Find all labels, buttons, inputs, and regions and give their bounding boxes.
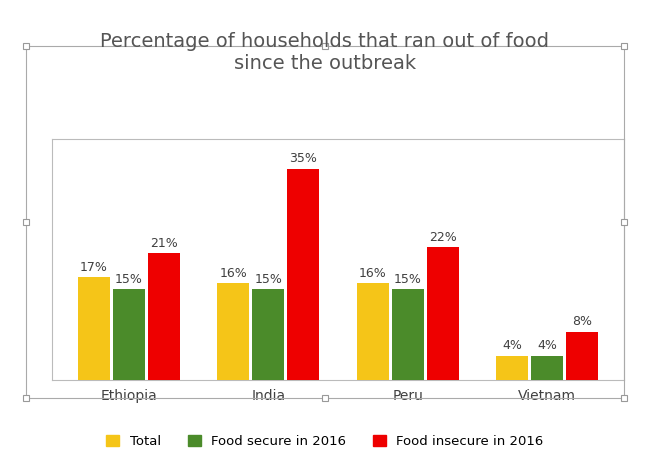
Text: 16%: 16%	[220, 267, 247, 280]
Text: 15%: 15%	[254, 273, 282, 286]
Bar	[78, 277, 110, 380]
Bar	[252, 289, 284, 380]
Bar	[426, 247, 459, 380]
Bar	[357, 283, 389, 380]
Text: 17%: 17%	[80, 261, 108, 274]
Bar	[148, 253, 180, 380]
Bar	[217, 283, 250, 380]
Text: 4%: 4%	[537, 339, 557, 352]
Text: 4%: 4%	[502, 339, 522, 352]
Text: 16%: 16%	[359, 267, 387, 280]
Text: 8%: 8%	[572, 315, 592, 328]
Text: 15%: 15%	[394, 273, 422, 286]
Bar	[113, 289, 145, 380]
Text: 21%: 21%	[150, 237, 177, 250]
Text: Percentage of households that ran out of food
since the outbreak: Percentage of households that ran out of…	[101, 32, 549, 74]
Text: 15%: 15%	[115, 273, 143, 286]
Bar	[566, 332, 598, 380]
Bar	[287, 169, 319, 380]
Text: 22%: 22%	[429, 231, 456, 244]
Bar	[531, 356, 563, 380]
Legend: Total, Food secure in 2016, Food insecure in 2016: Total, Food secure in 2016, Food insecur…	[102, 431, 548, 452]
Bar	[496, 356, 528, 380]
Bar	[392, 289, 424, 380]
Text: 35%: 35%	[289, 152, 317, 165]
